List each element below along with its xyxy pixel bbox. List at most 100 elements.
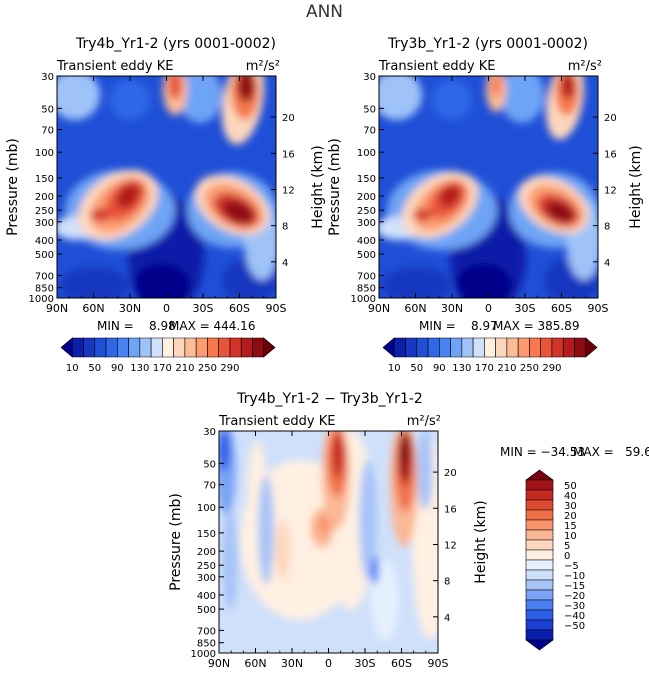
y-tick-label: 1000 [29, 294, 54, 305]
colorbar-label: 210 [497, 363, 516, 374]
y-tick-label: 200 [357, 192, 376, 203]
panel2-title: Try3b_Yr1-2 (yrs 0001-0002) [387, 36, 588, 52]
colorbar-swatch [525, 469, 554, 481]
colorbar-swatch [416, 337, 429, 358]
y2-tick-label: 16 [444, 504, 457, 515]
y2-tick-label: 20 [604, 113, 617, 124]
y-tick-label: 150 [357, 174, 376, 185]
panel1-units: m²/s² [246, 59, 280, 74]
panel2-subtitle: Transient eddy KE [378, 59, 496, 74]
colorbar-label: 290 [542, 363, 561, 374]
panel1-max-label: MAX = 444.16 [169, 319, 255, 333]
y-tick-label: 400 [35, 236, 54, 247]
y-tick-label: 50 [203, 459, 216, 470]
colorbar-label: −15 [564, 581, 585, 592]
colorbar-label: 50 [410, 363, 423, 374]
colorbar-swatch [525, 529, 554, 541]
y-tick-label: 400 [357, 236, 376, 247]
colorbar-label: 15 [564, 521, 577, 532]
colorbar-swatch [139, 337, 152, 358]
colorbar-label: −30 [564, 601, 585, 612]
y2-tick-label: 16 [604, 149, 617, 160]
panel2-max-label: MAX = 385.89 [493, 319, 579, 333]
x-tick-label: 60S [551, 302, 572, 315]
y-tick-label: 500 [35, 250, 54, 261]
colorbar-label: −10 [564, 571, 585, 582]
panel3-ylabel: Pressure (mb) [168, 493, 184, 591]
panel2: Try3b_Yr1-2 (yrs 0001-0002) Transient ed… [327, 36, 644, 374]
colorbar-label: 40 [564, 491, 577, 502]
y-tick-label: 300 [35, 218, 54, 229]
colorbar-swatch [525, 549, 554, 561]
colorbar-swatch [525, 639, 554, 651]
x-tick-label: 0 [163, 302, 170, 315]
y2-tick-label: 4 [604, 258, 610, 269]
y-tick-label: 70 [203, 481, 216, 492]
colorbar-label: 250 [520, 363, 539, 374]
x-tick-label: 60N [82, 302, 104, 315]
y-tick-label: 850 [197, 639, 216, 650]
y2-tick-label: 20 [444, 468, 457, 479]
panel2-x-axis: 90N 60N 30N 0 30S 60S 90S [368, 76, 609, 315]
panel2-ylabel: Pressure (mb) [327, 138, 343, 236]
colorbar-label: 90 [111, 363, 124, 374]
x-tick-label: 30N [281, 657, 303, 670]
y-tick-label: 30 [363, 72, 376, 83]
x-tick-label: 30S [355, 657, 376, 670]
colorbar-swatch [393, 337, 406, 358]
x-tick-label: 0 [325, 657, 332, 670]
colorbar-swatch [382, 337, 395, 358]
colorbar-swatch [71, 337, 84, 358]
y-tick-label: 150 [35, 174, 54, 185]
y2-tick-label: 4 [282, 258, 288, 269]
y-tick-label: 100 [35, 148, 54, 159]
panel1-y2-axis: 4 8 12 16 20 [271, 113, 295, 269]
colorbar-label: 250 [198, 363, 217, 374]
panel3-x-axis: 90N 60N 30N 0 30S 60S 90S [208, 431, 449, 670]
panel1: Try4b_Yr1-2 (yrs 0001-0002) Transient ed… [5, 36, 326, 374]
colorbar-swatch [525, 569, 554, 581]
panel2-units: m²/s² [568, 59, 602, 74]
panel1-ylabel: Pressure (mb) [5, 138, 21, 236]
y-tick-label: 700 [197, 626, 216, 637]
y-tick-label: 100 [197, 503, 216, 514]
colorbar-swatch [525, 629, 554, 641]
panel3-min-label: MIN = −34.53 [500, 445, 585, 459]
colorbar-swatch [525, 509, 554, 521]
colorbar-swatch [427, 337, 440, 358]
y-tick-label: 850 [357, 284, 376, 295]
panel1-field [57, 76, 276, 298]
y-tick-label: 500 [197, 605, 216, 616]
y-tick-label: 400 [197, 591, 216, 602]
panel2-field [379, 76, 598, 298]
x-tick-label: 60N [404, 302, 426, 315]
colorbar-label: −40 [564, 611, 585, 622]
panel3-title: Try4b_Yr1-2 − Try3b_Yr1-2 [236, 391, 423, 407]
colorbar-swatch [525, 609, 554, 621]
x-tick-label: 0 [485, 302, 492, 315]
colorbar-swatch [525, 589, 554, 601]
colorbar-swatch [218, 337, 231, 358]
x-tick-label: 90N [368, 302, 390, 315]
x-tick-label: 90N [46, 302, 68, 315]
y-tick-label: 200 [197, 547, 216, 558]
colorbar-label: 10 [66, 363, 79, 374]
y-tick-label: 300 [357, 218, 376, 229]
colorbar-label: 170 [153, 363, 172, 374]
colorbar-label: 130 [452, 363, 471, 374]
x-tick-label: 30N [119, 302, 141, 315]
colorbar-swatch [60, 337, 73, 358]
colorbar-swatch [562, 337, 575, 358]
y2-tick-label: 12 [444, 540, 457, 551]
y-tick-label: 1000 [351, 294, 376, 305]
colorbar-swatch [252, 337, 265, 358]
y-tick-label: 30 [41, 72, 54, 83]
colorbar-label: 210 [175, 363, 194, 374]
colorbar-swatch [83, 337, 96, 358]
panel3-y2-axis: 4 8 12 16 20 [433, 468, 457, 624]
x-tick-label: 60N [244, 657, 266, 670]
